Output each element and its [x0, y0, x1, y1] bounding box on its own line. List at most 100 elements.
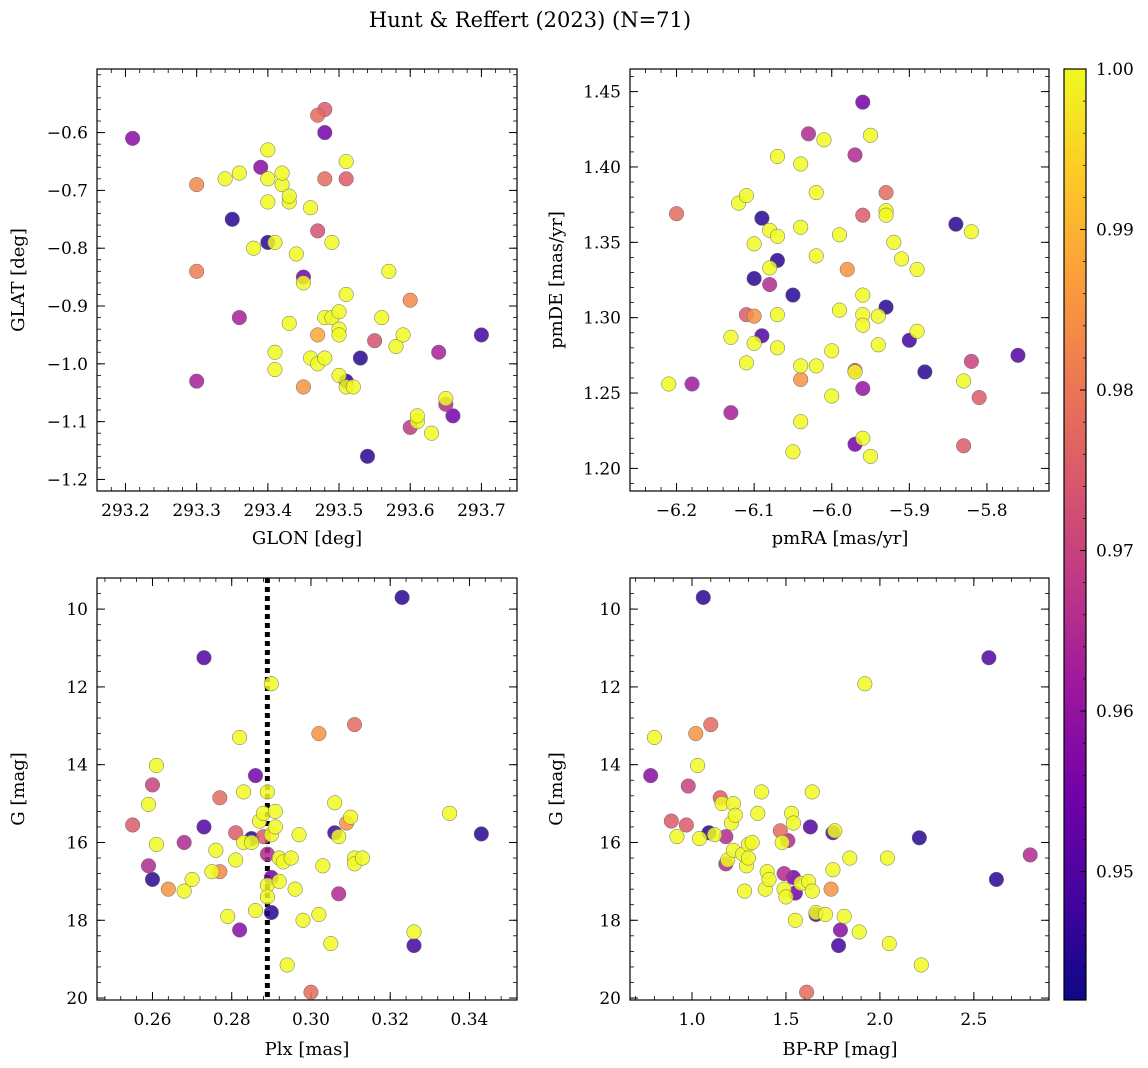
axes-frame — [629, 68, 1050, 492]
data-point — [310, 327, 326, 343]
data-point — [909, 261, 925, 278]
y-tick-label: −0.9 — [47, 297, 88, 317]
data-point — [746, 308, 762, 324]
data-point — [836, 908, 852, 924]
colorbar-tick-label: 0.97 — [1096, 542, 1134, 562]
data-point — [236, 784, 252, 800]
x-axis-label: pmRA [mas/yr] — [772, 528, 909, 549]
data-point — [346, 717, 363, 733]
panel-1: 293.2 293.3 293.4 293.5 293.6 293.7 −1.2 −1.1 −1… — [8, 68, 518, 549]
data-point — [754, 210, 770, 226]
data-point — [246, 240, 262, 256]
x-tick-label: 293.5 — [315, 501, 364, 521]
data-point — [737, 883, 753, 899]
data-point — [263, 904, 279, 921]
data-point — [744, 834, 760, 851]
data-point — [824, 343, 840, 359]
data-point — [842, 850, 858, 866]
data-point — [406, 924, 422, 940]
data-point — [208, 842, 224, 858]
data-point — [746, 270, 762, 287]
data-point — [855, 207, 871, 223]
data-point — [395, 327, 411, 343]
data-point — [913, 957, 929, 973]
data-point — [804, 883, 820, 899]
panel-4: 1.0 1.5 2.0 2.5 10 12 14 16 18 20 BP-RP [mag] G [ma… — [546, 577, 1050, 1060]
data-point — [243, 834, 260, 851]
colorbar: 0.95 0.96 0.97 0.98 0.99 1.00 — [1063, 60, 1134, 1001]
x-tick-label: 293.4 — [244, 501, 293, 521]
data-point — [394, 589, 410, 605]
data-point — [855, 94, 871, 110]
y-tick-label: 1.45 — [583, 83, 621, 103]
data-point — [224, 211, 240, 227]
y-axis-label: pmDE [mas/yr] — [546, 211, 567, 349]
axes-frame — [629, 577, 1050, 1001]
x-axis-label: Plx [mas] — [265, 1039, 350, 1060]
data-point — [331, 327, 347, 343]
y-tick-label: 1.30 — [583, 309, 621, 329]
data-point — [808, 248, 824, 264]
data-point — [189, 263, 205, 279]
data-point — [774, 834, 790, 851]
y-tick-label: 16 — [599, 833, 621, 853]
data-point — [263, 676, 279, 692]
data-point — [323, 936, 339, 952]
data-point — [303, 200, 319, 216]
data-point — [855, 380, 871, 397]
data-point — [473, 327, 489, 343]
data-point — [785, 444, 801, 460]
data-point — [331, 367, 347, 383]
data-point — [753, 784, 770, 800]
data-point — [785, 287, 801, 303]
data-point — [220, 908, 236, 924]
data-point — [855, 317, 871, 333]
data-point — [643, 768, 659, 784]
data-point — [855, 430, 871, 446]
data-point — [746, 236, 762, 252]
data-point — [862, 448, 879, 464]
y-tick-label: 14 — [66, 756, 88, 776]
data-point — [1010, 347, 1026, 363]
data-point — [295, 912, 311, 928]
data-point — [231, 165, 247, 181]
data-point — [184, 871, 200, 887]
x-tick-label: 2.0 — [866, 1010, 893, 1030]
data-point — [855, 287, 871, 303]
data-point — [738, 188, 754, 204]
data-point — [762, 260, 778, 276]
data-point — [879, 850, 895, 866]
y-tick-label: 1.20 — [583, 459, 621, 479]
data-point — [802, 819, 818, 835]
data-point — [315, 858, 331, 874]
data-point — [140, 858, 157, 874]
data-point — [750, 805, 766, 821]
data-point — [388, 338, 404, 355]
data-point — [310, 107, 326, 123]
y-axis-label: G [mag] — [546, 752, 567, 825]
data-point — [825, 862, 841, 878]
data-point — [338, 153, 354, 170]
data-point — [359, 448, 376, 464]
data-point — [847, 364, 863, 380]
data-point — [212, 790, 228, 806]
data-point — [381, 263, 397, 279]
y-tick-label: −1.2 — [47, 470, 88, 490]
y-tick-label: 16 — [66, 833, 88, 853]
data-point — [144, 777, 161, 793]
data-point — [881, 936, 897, 952]
y-tick-label: 1.25 — [583, 384, 621, 404]
data-point — [247, 768, 264, 784]
x-tick-label: 0.34 — [451, 1010, 489, 1030]
data-point — [279, 957, 295, 973]
data-point — [688, 726, 704, 742]
data-point — [878, 207, 894, 223]
x-tick-label: 293.3 — [172, 501, 221, 521]
data-point — [684, 376, 700, 392]
data-point — [253, 159, 269, 175]
data-point — [409, 408, 425, 424]
data-point — [247, 902, 264, 919]
data-point — [310, 223, 326, 239]
data-point — [259, 889, 275, 905]
